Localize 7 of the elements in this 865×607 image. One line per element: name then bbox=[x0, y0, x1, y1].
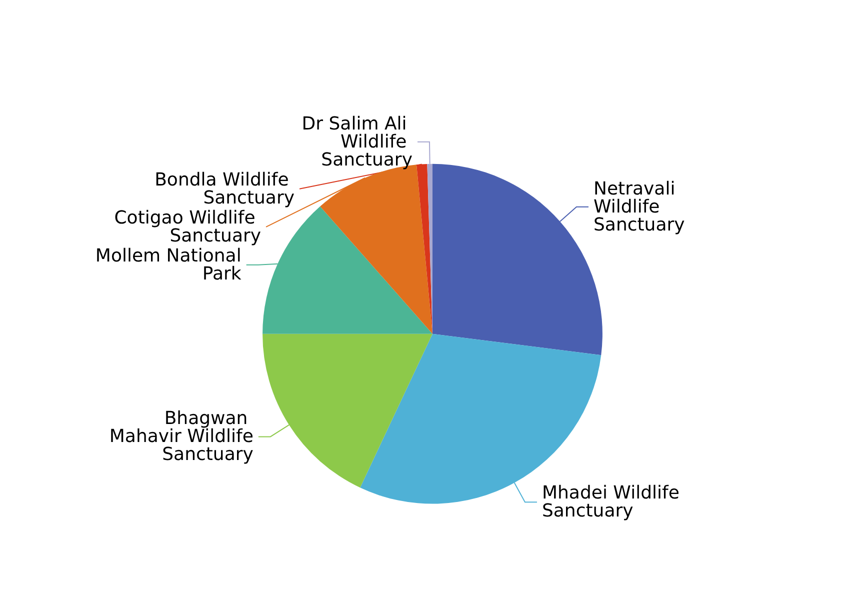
slice-label: Cotigao Wildlife Sanctuary bbox=[114, 207, 262, 246]
slice-label: Bondla Wildlife Sanctuary bbox=[154, 169, 295, 208]
slice-label: Mollem National Park bbox=[95, 245, 242, 284]
slice-label: Dr Salim Ali Wildlife Sanctuary bbox=[302, 113, 413, 170]
slice-label: Mhadei Wildlife Sanctuary bbox=[542, 482, 686, 522]
slice-label: Bhagwan Mahavir Wildlife Sanctuary bbox=[109, 408, 254, 466]
slice-label: Netravali Wildlife Sanctuary bbox=[593, 178, 686, 236]
